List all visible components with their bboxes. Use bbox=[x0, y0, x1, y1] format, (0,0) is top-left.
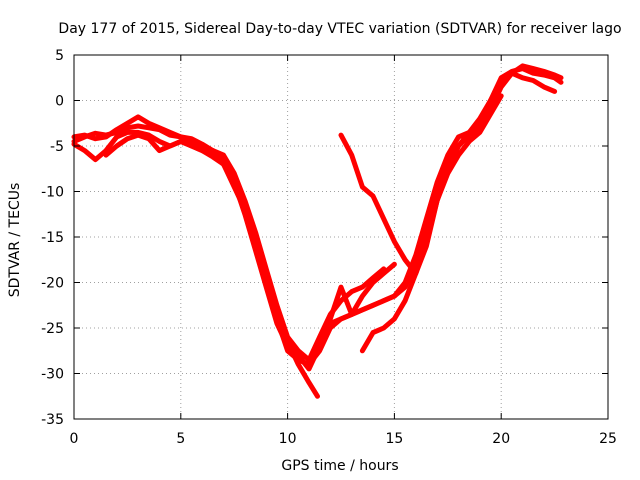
y-axis-label: SDTVAR / TECUs bbox=[7, 183, 23, 298]
x-tick-label: 5 bbox=[176, 431, 185, 447]
y-tick-label: 5 bbox=[55, 48, 64, 64]
y-tick-label: -25 bbox=[41, 321, 64, 337]
series-track-f bbox=[359, 93, 504, 354]
grid-lines bbox=[74, 55, 608, 419]
y-tick-label: -15 bbox=[41, 230, 64, 246]
x-tick-label: 10 bbox=[279, 431, 297, 447]
chart-title: Day 177 of 2015, Sidereal Day-to-day VTE… bbox=[58, 21, 621, 37]
x-tick-label: 0 bbox=[70, 431, 79, 447]
y-tick-label: -35 bbox=[41, 412, 64, 428]
x-tick-labels: 0 5 10 15 20 25 bbox=[70, 431, 617, 447]
series-track-g bbox=[306, 261, 397, 367]
y-tick-label: -30 bbox=[41, 367, 64, 383]
y-tick-label: -10 bbox=[41, 185, 64, 201]
x-tick-label: 25 bbox=[599, 431, 617, 447]
y-tick-label: -20 bbox=[41, 276, 64, 292]
axis-ticks bbox=[73, 54, 609, 420]
y-tick-labels: 5 0 -5 -10 -15 -20 -25 -30 -35 bbox=[41, 48, 64, 428]
y-tick-label: 0 bbox=[55, 94, 64, 110]
series-track-a bbox=[71, 123, 320, 399]
series-layer bbox=[71, 63, 564, 399]
x-tick-label: 20 bbox=[492, 431, 510, 447]
y-tick-label: -5 bbox=[50, 139, 64, 155]
x-tick-label: 15 bbox=[385, 431, 403, 447]
x-axis-label: GPS time / hours bbox=[281, 458, 398, 474]
